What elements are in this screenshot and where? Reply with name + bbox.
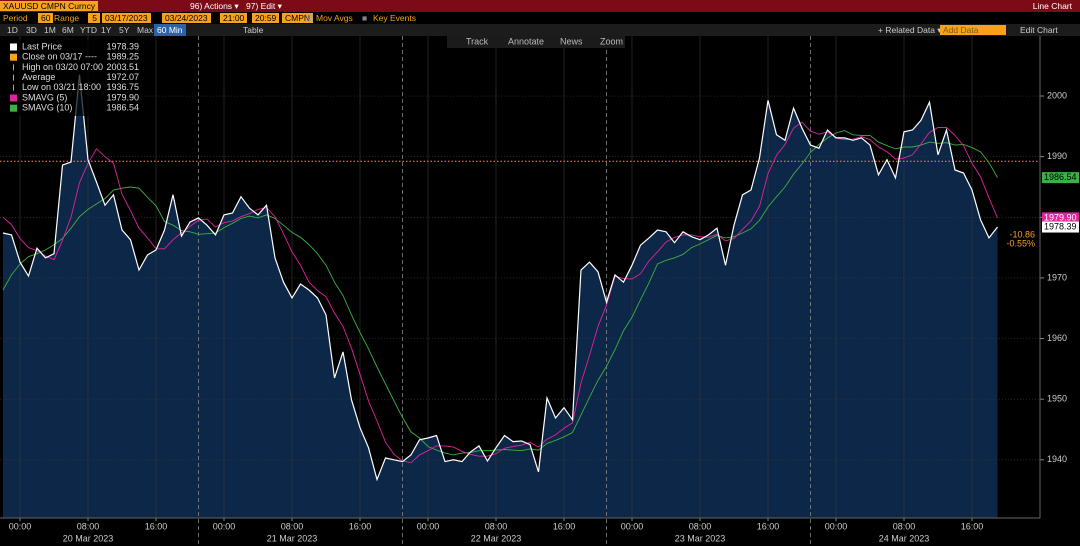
y-tick-label: 1990 [1047,151,1067,161]
input[interactable]: 21:00 [220,13,248,23]
span-button[interactable]: 5Y [119,25,130,35]
price-area [3,74,998,518]
x-tick-label: 00:00 [621,521,644,531]
span-bar: 1D 3D 1M 6M YTD 1Y 5Y Max 60 Min Table +… [0,24,1080,36]
tool-button[interactable]: Track [466,36,489,46]
legend-value: 1986.54 [106,103,139,113]
legend-label: Low on 03/21 18:00 [22,82,101,92]
price-flag-label: 1978.39 [1044,221,1077,231]
title-bar: XAUUSD CMPN Curncy 96) Actions ▾ 97) Edi… [0,0,1080,12]
legend-marker [10,43,17,51]
label[interactable]: Mov Avgs [316,13,353,23]
view-name: Line Chart [1032,1,1072,11]
legend-value: 1979.90 [106,92,139,102]
legend-label: Last Price [22,41,62,51]
x-date-label: 24 Mar 2023 [879,533,930,543]
span-button[interactable]: YTD [80,25,97,35]
label: Range [54,13,80,23]
label[interactable]: Key Events [373,13,416,23]
y-tick-label: 1960 [1047,333,1067,343]
series-line [2,130,998,456]
price-flag-label: 1979.90 [1044,212,1077,222]
interval[interactable]: 60 Min [154,24,186,36]
x-tick-label: 08:00 [689,521,712,531]
y-tick-label: 2000 [1047,90,1067,100]
x-tick-label: 08:00 [281,521,304,531]
change-pct-label: -0.55% [1006,238,1035,248]
tools-strip [447,36,625,48]
x-tick-label: 08:00 [77,521,100,531]
price-flag [1042,172,1079,184]
x-tick-label: 16:00 [961,521,984,531]
x-tick-label: 00:00 [417,521,440,531]
x-date-label: 22 Mar 2023 [471,533,522,543]
checkbox[interactable]: ☑ [306,13,314,23]
series-line [2,121,998,464]
span-button[interactable]: 6M [62,25,74,35]
legend-label: Close on 03/17 ---- [22,52,97,62]
series-line [2,74,998,482]
legend-value: 1972.07 [106,72,139,82]
input[interactable]: 5 [88,13,100,23]
tool-button[interactable]: Annotate [508,36,544,46]
y-tick-label: 1950 [1047,394,1067,404]
x-date-label: 23 Mar 2023 [675,533,726,543]
span-button[interactable]: 3D [26,25,37,35]
add-data[interactable]: Add Data [940,25,1006,35]
legend-value: 1936.75 [106,82,139,92]
x-tick-label: 00:00 [213,521,236,531]
legend-marker [10,94,17,102]
settings-bar: Period 60 Range 5 03/17/2023 03/24/2023 … [0,12,1080,24]
legend-background [5,40,142,116]
related-data[interactable]: + Related Data ▾ [878,25,942,35]
change-label: -10.86 [1009,229,1035,239]
span-button[interactable]: Max [137,25,154,35]
legend-label: SMAVG (10) [22,103,72,113]
span-button[interactable]: 1Y [101,25,112,35]
x-tick-label: 00:00 [9,521,32,531]
table-button[interactable]: Table [243,25,264,35]
x-tick-label: 00:00 [825,521,848,531]
menu[interactable]: 97) Edit ▾ [246,1,282,11]
legend-label: High on 03/20 07:00 [22,62,103,72]
legend-label: Average [22,72,55,82]
x-tick-label: 16:00 [757,521,780,531]
security[interactable]: XAUUSD CMPN Curncy [0,1,99,11]
x-tick-label: 16:00 [553,521,576,531]
input[interactable]: CMPN [282,13,314,23]
tool-button[interactable]: Zoom [600,36,623,46]
input[interactable]: 03/24/2023 [162,13,211,23]
y-tick-label: 1940 [1047,454,1067,464]
legend-label: SMAVG (5) [22,92,67,102]
x-tick-label: 08:00 [485,521,508,531]
y-tick-label: 1970 [1047,272,1067,282]
legend: Last Price 1978.39 Close on 03/17 ---- 1989… [5,40,142,116]
legend-value: 2003.51 [106,62,139,72]
legend-marker [10,53,17,61]
x-tick-label: 16:00 [145,521,168,531]
checkbox[interactable]: ■ [362,13,368,23]
input[interactable]: 20:59 [252,13,280,23]
x-date-label: 21 Mar 2023 [267,533,318,543]
menu[interactable]: 96) Actions ▾ [190,1,239,11]
input[interactable]: 03/17/2023 [102,13,151,23]
legend-value: 1978.39 [106,41,139,51]
x-tick-label: 16:00 [349,521,372,531]
tool-button[interactable]: News [560,36,583,46]
input[interactable]: 60 [38,13,53,23]
span-button[interactable]: 1D [7,25,18,35]
price-flag [1042,212,1079,224]
price-flag-label: 1986.54 [1044,172,1077,182]
x-tick-label: 08:00 [893,521,916,531]
price-flag [1042,221,1079,233]
label: Period [3,13,28,23]
edit-chart[interactable]: Edit Chart [1020,25,1058,35]
x-date-label: 20 Mar 2023 [63,533,114,543]
span-button[interactable]: 1M [44,25,56,35]
legend-value: 1989.25 [106,52,139,62]
chart: 194019501960197019801990200000:0008:0020… [0,36,1079,546]
legend-marker [10,104,17,112]
